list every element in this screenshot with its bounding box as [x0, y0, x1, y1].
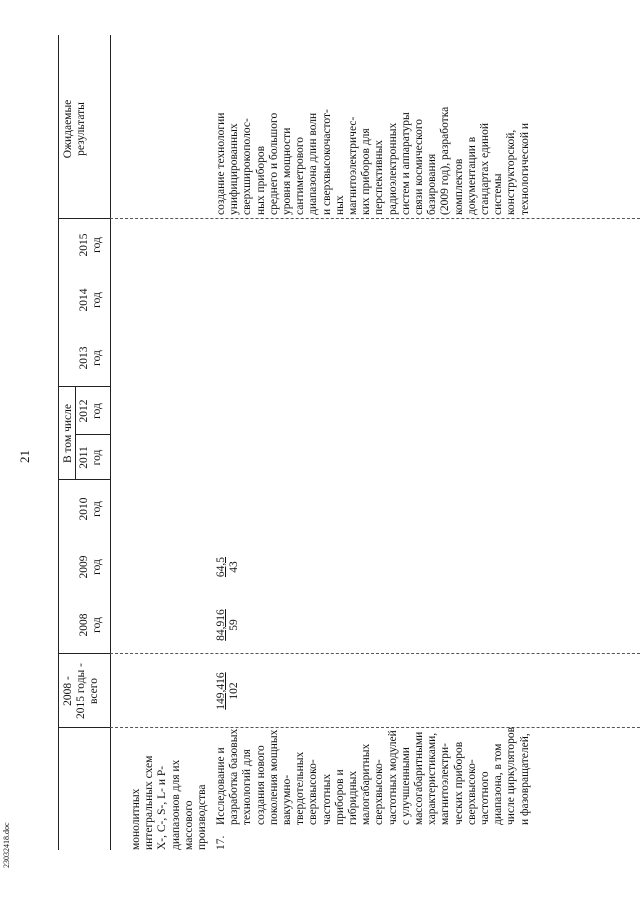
row-17-2008-sub: 59	[228, 619, 241, 631]
body-col-rule	[110, 218, 640, 219]
row-17-2009-sub: 43	[228, 561, 241, 573]
year-2014-header: 2014 год	[78, 288, 104, 312]
row-17-total-value: 149,416	[215, 672, 227, 710]
row-17-total: 149,416 102	[215, 654, 241, 728]
year-2008-header: 2008 год	[78, 613, 104, 637]
page-number: 21	[17, 450, 32, 463]
year-2010-header: 2010 год	[78, 497, 104, 521]
row-17-2009: 64,5 43	[215, 538, 241, 596]
row-17-number: 17.	[215, 835, 227, 850]
body-col-rule	[110, 653, 640, 654]
row-17-title: Исследование и разработка базовых технол…	[215, 726, 531, 825]
carryover-text: монолитных интегральных схем X-, C-, S-,…	[130, 755, 209, 850]
row-17-2009-value: 64,5	[215, 556, 227, 578]
results-column-header: Ожидаемые результаты	[62, 99, 88, 159]
year-2012-header: 2012 год	[78, 399, 104, 423]
row-17-2008: 84,916 59	[215, 596, 241, 654]
year-2015-header: 2015 год	[78, 233, 104, 257]
year-2011-header: 2011 год	[78, 446, 104, 469]
year-2013-header: 2013 год	[78, 346, 104, 370]
expected-results-text: создание технологии унифицированных свер…	[215, 106, 531, 215]
total-column-header: 2008 - 2015 годы - всего	[62, 663, 101, 720]
row-17-total-sub: 102	[228, 682, 241, 700]
row-17-2008-value: 84,916	[215, 609, 227, 641]
including-header: В том числе	[62, 404, 74, 463]
year-2009-header: 2009 год	[78, 555, 104, 579]
